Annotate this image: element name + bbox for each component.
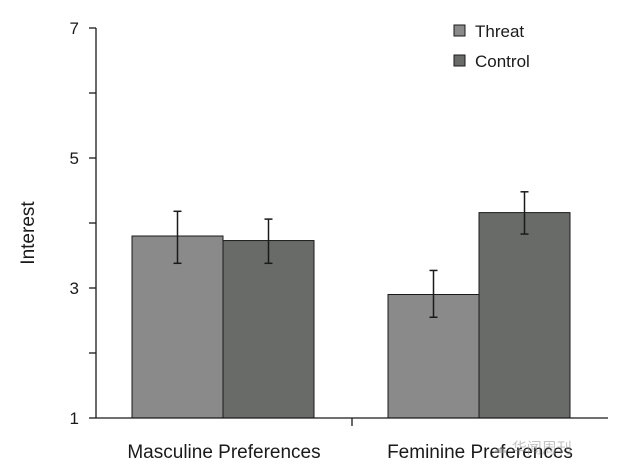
- wechat-icon: ☁: [492, 439, 507, 457]
- category-label-masculine: Masculine Preferences: [127, 442, 320, 463]
- bar-threat-0: [131, 235, 224, 419]
- legend-swatch-threat: [453, 24, 466, 37]
- y-axis-title: Interest: [18, 201, 39, 265]
- bar-control-1: [478, 212, 571, 419]
- category-label-feminine: Feminine Preferences: [387, 442, 573, 463]
- legend-label-threat: Threat: [475, 22, 524, 41]
- legend-swatch-control: [453, 54, 466, 67]
- bar-control-0: [222, 240, 315, 419]
- legend-label-control: Control: [475, 52, 530, 71]
- legend: Threat Control: [453, 22, 530, 71]
- watermark: ☁ 华闻周刊: [492, 437, 572, 458]
- y-tick-label-1: 1: [70, 409, 79, 428]
- error-bars-group: [173, 191, 529, 318]
- y-ticks-group: 1 3 5 7: [70, 19, 96, 428]
- watermark-text: 华闻周刊: [511, 439, 572, 457]
- bars-group: [131, 212, 571, 419]
- y-tick-label-7: 7: [70, 19, 79, 38]
- y-tick-label-3: 3: [70, 279, 79, 298]
- y-tick-label-5: 5: [70, 149, 79, 168]
